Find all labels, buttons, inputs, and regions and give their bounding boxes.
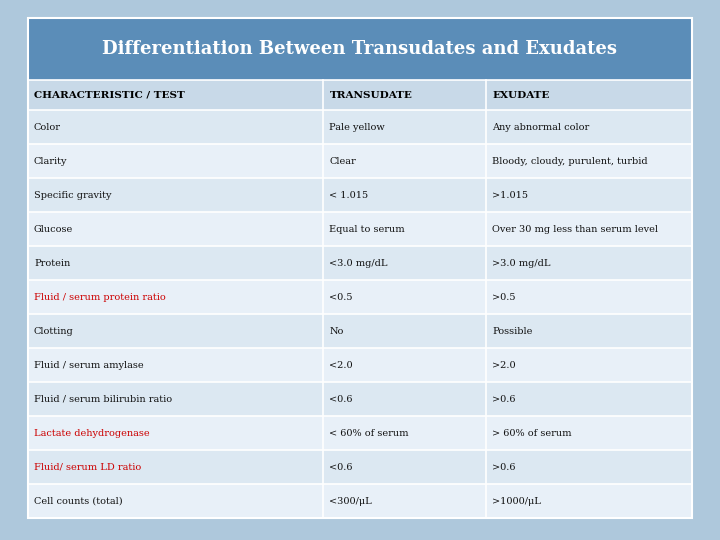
FancyBboxPatch shape (28, 144, 692, 178)
Text: >1000/μL: >1000/μL (492, 496, 541, 505)
Text: <300/μL: <300/μL (330, 496, 372, 505)
Text: Fluid / serum protein ratio: Fluid / serum protein ratio (34, 293, 166, 301)
Text: Cell counts (total): Cell counts (total) (34, 496, 122, 505)
Text: Fluid/ serum LD ratio: Fluid/ serum LD ratio (34, 462, 141, 471)
Text: EXUDATE: EXUDATE (492, 91, 549, 99)
FancyBboxPatch shape (28, 280, 692, 314)
Text: <3.0 mg/dL: <3.0 mg/dL (330, 259, 388, 267)
Text: >0.6: >0.6 (492, 462, 516, 471)
Text: Equal to serum: Equal to serum (330, 225, 405, 233)
Text: >3.0 mg/dL: >3.0 mg/dL (492, 259, 551, 267)
FancyBboxPatch shape (28, 212, 692, 246)
Text: Protein: Protein (34, 259, 71, 267)
Text: <0.5: <0.5 (330, 293, 353, 301)
FancyBboxPatch shape (28, 348, 692, 382)
Text: > 60% of serum: > 60% of serum (492, 429, 572, 437)
FancyBboxPatch shape (28, 80, 692, 110)
FancyBboxPatch shape (28, 110, 692, 144)
FancyBboxPatch shape (28, 314, 692, 348)
Text: Bloody, cloudy, purulent, turbid: Bloody, cloudy, purulent, turbid (492, 157, 648, 165)
Text: <0.6: <0.6 (330, 462, 353, 471)
Text: >1.015: >1.015 (492, 191, 528, 199)
Text: Possible: Possible (492, 327, 533, 335)
Text: Clear: Clear (330, 157, 356, 165)
Text: >0.6: >0.6 (492, 395, 516, 403)
Text: CHARACTERISTIC / TEST: CHARACTERISTIC / TEST (34, 91, 185, 99)
Text: <0.6: <0.6 (330, 395, 353, 403)
FancyBboxPatch shape (28, 18, 692, 80)
FancyBboxPatch shape (28, 416, 692, 450)
Text: Color: Color (34, 123, 61, 132)
Text: <2.0: <2.0 (330, 361, 353, 369)
FancyBboxPatch shape (28, 484, 692, 518)
Text: Fluid / serum amylase: Fluid / serum amylase (34, 361, 143, 369)
Text: Differentiation Between Transudates and Exudates: Differentiation Between Transudates and … (102, 40, 618, 58)
FancyBboxPatch shape (28, 382, 692, 416)
Text: Over 30 mg less than serum level: Over 30 mg less than serum level (492, 225, 658, 233)
FancyBboxPatch shape (28, 246, 692, 280)
Text: Fluid / serum bilirubin ratio: Fluid / serum bilirubin ratio (34, 395, 172, 403)
FancyBboxPatch shape (28, 178, 692, 212)
Text: Clotting: Clotting (34, 327, 73, 335)
Text: < 1.015: < 1.015 (330, 191, 369, 199)
Text: >0.5: >0.5 (492, 293, 516, 301)
Text: Specific gravity: Specific gravity (34, 191, 112, 199)
Text: Lactate dehydrogenase: Lactate dehydrogenase (34, 429, 150, 437)
Text: >2.0: >2.0 (492, 361, 516, 369)
Text: No: No (330, 327, 344, 335)
FancyBboxPatch shape (28, 450, 692, 484)
Text: Pale yellow: Pale yellow (330, 123, 385, 132)
Text: Any abnormal color: Any abnormal color (492, 123, 590, 132)
Text: Glucose: Glucose (34, 225, 73, 233)
Text: < 60% of serum: < 60% of serum (330, 429, 409, 437)
Text: TRANSUDATE: TRANSUDATE (330, 91, 413, 99)
Text: Clarity: Clarity (34, 157, 68, 165)
